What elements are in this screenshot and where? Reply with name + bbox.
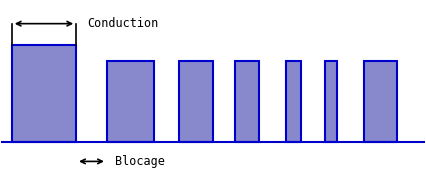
Bar [364,62,397,142]
Text: Blocage: Blocage [115,155,165,168]
Bar [235,62,259,142]
Bar [12,45,76,142]
Bar [179,62,213,142]
Bar [285,62,301,142]
Bar [107,62,154,142]
Bar [325,62,337,142]
Text: Conduction: Conduction [87,17,158,30]
